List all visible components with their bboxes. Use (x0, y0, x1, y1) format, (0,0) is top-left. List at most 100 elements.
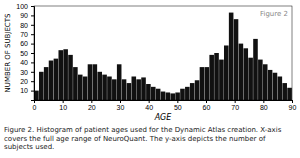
bar (195, 80, 200, 100)
y-tick-label: 30 (20, 69, 28, 76)
bar (185, 87, 190, 100)
bar (282, 83, 287, 100)
x-tick-label: 90 (289, 104, 297, 111)
bar (68, 55, 73, 100)
x-tick-label: 80 (260, 104, 268, 111)
y-axis: 10 20 30 40 50 60 70 80 90 100 (16, 3, 34, 101)
bar (146, 84, 151, 100)
y-tick: 90 (20, 12, 34, 19)
y-tick-label: 50 (20, 50, 28, 57)
y-tick-label: 90 (20, 12, 28, 19)
x-tick: 70 (231, 100, 239, 111)
x-tick-mark (177, 100, 178, 103)
bar (219, 60, 224, 100)
y-tick-mark (31, 91, 34, 92)
bar (175, 92, 180, 100)
x-tick: 40 (145, 100, 153, 111)
bar (112, 79, 117, 100)
x-tick: 50 (174, 100, 182, 111)
bar (122, 79, 127, 100)
y-tick-label: 100 (16, 3, 28, 10)
plot-frame (34, 6, 292, 100)
x-tick-mark (263, 100, 264, 103)
bar (248, 58, 253, 100)
caption: Figure 2. Histogram of patient ages used… (4, 126, 296, 152)
bar (97, 72, 102, 100)
y-tick: 20 (20, 78, 34, 85)
bar (200, 67, 205, 100)
y-tick: 30 (20, 69, 34, 76)
bar (39, 72, 44, 100)
y-tick: 50 (20, 50, 34, 57)
x-tick-mark (91, 100, 92, 103)
y-tick-label: 70 (20, 31, 28, 38)
bar (49, 61, 54, 100)
bar (166, 92, 171, 100)
bar (180, 89, 185, 100)
x-tick-label: 30 (117, 104, 125, 111)
y-tick-mark (31, 81, 34, 82)
x-tick-label: 70 (231, 104, 239, 111)
y-tick-label: 10 (20, 87, 28, 94)
y-tick-label: 80 (20, 22, 28, 29)
bar (273, 73, 278, 100)
y-axis-title: NUMBER OF SUBJECTS (4, 13, 12, 92)
bar (190, 83, 195, 100)
x-tick: 80 (260, 100, 268, 111)
bar (102, 75, 107, 100)
x-tick-label: 0 (33, 104, 37, 111)
bar (117, 64, 122, 100)
y-tick-mark (31, 34, 34, 35)
bar (88, 64, 93, 100)
bar (54, 59, 59, 100)
bar (234, 19, 239, 100)
y-tick-label: 40 (20, 59, 28, 66)
bar (132, 77, 137, 101)
bar (209, 55, 214, 100)
x-tick-mark (292, 100, 293, 103)
annotation: Figure 2 (260, 10, 288, 18)
x-tick: 10 (59, 100, 67, 111)
bar (136, 79, 141, 100)
bar (107, 77, 112, 101)
bar (243, 48, 248, 100)
bar (224, 45, 229, 100)
y-tick: 40 (20, 59, 34, 66)
x-tick-label: 50 (174, 104, 182, 111)
y-tick: 70 (20, 31, 34, 38)
x-axis-title: AGE (154, 113, 173, 122)
x-tick-mark (235, 100, 236, 103)
bar (170, 93, 175, 100)
bar (151, 87, 156, 100)
x-axis: 0102030405060708090 (33, 100, 297, 111)
x-tick-label: 10 (59, 104, 67, 111)
bar (78, 75, 83, 100)
x-tick: 0 (33, 100, 37, 111)
bar (263, 64, 268, 100)
x-tick: 90 (289, 100, 297, 111)
y-tick-mark (31, 62, 34, 63)
bar (93, 64, 98, 100)
bar (73, 67, 78, 100)
bars (34, 13, 292, 100)
y-tick: 60 (20, 40, 34, 47)
bar (258, 60, 263, 100)
y-tick: 80 (20, 22, 34, 29)
bar (44, 67, 49, 100)
x-tick-label: 60 (203, 104, 211, 111)
bar (127, 83, 132, 100)
bar (58, 50, 63, 100)
x-tick-mark (206, 100, 207, 103)
y-tick-mark (31, 15, 34, 16)
bar (239, 44, 244, 100)
bar (253, 39, 258, 100)
x-tick: 30 (117, 100, 125, 111)
bar (268, 70, 273, 100)
y-tick-mark (31, 53, 34, 54)
bar (141, 77, 146, 100)
bar (229, 13, 234, 100)
x-axis-line (35, 101, 293, 104)
y-tick-mark (31, 25, 34, 26)
bar (287, 88, 292, 100)
bar (161, 92, 166, 100)
